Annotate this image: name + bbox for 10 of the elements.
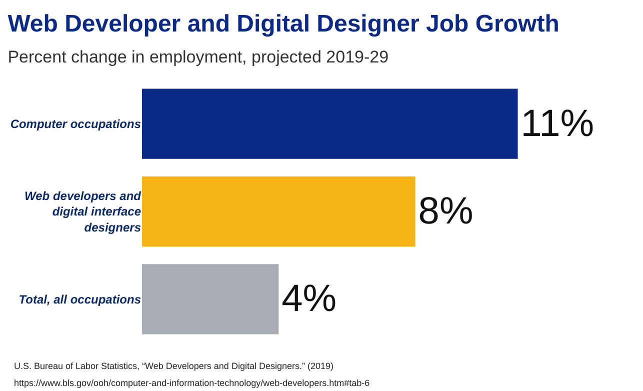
text: U.S. Bureau of Labor Statistics, “Web Developers and Digital Designers.” (2019) xyxy=(14,361,334,371)
y-tick-label: Computer occupations xyxy=(10,117,142,132)
chart-subtitle: Percent change in employment, projected 2019-29 xyxy=(8,47,389,66)
text: https://www.bls.gov/ooh/computer-and-information-technology/web-developers.htm#tab-6 xyxy=(14,378,370,388)
y-tick-label: Web developers and digital interface designers xyxy=(24,189,142,234)
data-label: 4% xyxy=(282,278,337,320)
y-tick-label: Total, all occupations xyxy=(18,292,142,306)
data-label: 8% xyxy=(418,190,474,232)
data-label: 11% xyxy=(520,102,594,145)
chart-title: Web Developer and Digital Designer Job Growth xyxy=(8,10,560,38)
